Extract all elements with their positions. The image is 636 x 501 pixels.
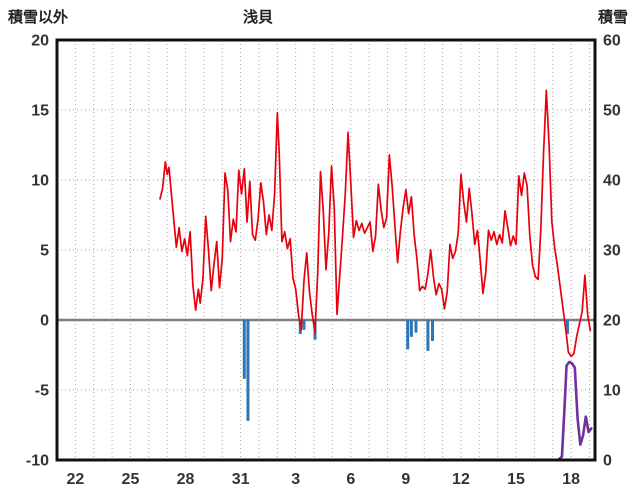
x-axis-tick-label: 9 bbox=[401, 471, 410, 488]
x-axis-tick-label: 31 bbox=[232, 471, 250, 488]
left-axis-title: 積雪以外 bbox=[8, 9, 69, 26]
x-axis-tick-label: 3 bbox=[291, 471, 300, 488]
right-axis-tick-label: 10 bbox=[603, 383, 621, 400]
left-axis-tick-label: 5 bbox=[40, 243, 49, 260]
precipitation-bar bbox=[426, 320, 430, 351]
snow-depth-line bbox=[158, 360, 593, 462]
x-axis-tick-label: 22 bbox=[66, 471, 84, 488]
series-precipitation-bars bbox=[242, 320, 569, 421]
right-axis-tick-label: 60 bbox=[603, 33, 621, 50]
right-axis-tick-label: 50 bbox=[603, 103, 621, 120]
precipitation-bar bbox=[565, 320, 569, 334]
precipitation-bar bbox=[302, 320, 306, 330]
x-axis-tick-label: 28 bbox=[177, 471, 195, 488]
left-axis-tick-label: -5 bbox=[35, 383, 49, 400]
left-axis-tick-label: 20 bbox=[31, 33, 49, 50]
precipitation-bar bbox=[406, 320, 410, 350]
x-axis-tick-label: 12 bbox=[452, 471, 470, 488]
x-axis-tick-label: 25 bbox=[122, 471, 140, 488]
precipitation-bar bbox=[430, 320, 434, 341]
right-axis-tick-label: 40 bbox=[603, 173, 621, 190]
precipitation-bar bbox=[246, 320, 250, 421]
precipitation-bar bbox=[414, 320, 418, 333]
precipitation-bar bbox=[409, 320, 413, 337]
left-axis-tick-label: 0 bbox=[40, 313, 49, 330]
grid-layer bbox=[56, 40, 595, 460]
x-axis-tick-label: 18 bbox=[562, 471, 580, 488]
left-axis-tick-label: 15 bbox=[31, 103, 49, 120]
x-axis-tick-label: 15 bbox=[507, 471, 525, 488]
plot-border bbox=[55, 38, 597, 462]
temperature-line bbox=[159, 89, 592, 358]
precipitation-bar bbox=[242, 320, 246, 379]
right-axis-title: 積雪 bbox=[597, 9, 628, 26]
chart-title: 浅貝 bbox=[242, 9, 274, 26]
left-axis-tick-label: -10 bbox=[26, 453, 49, 470]
x-axis-tick-label: 6 bbox=[346, 471, 355, 488]
right-axis-tick-label: 0 bbox=[603, 453, 612, 470]
right-axis-tick-label: 20 bbox=[603, 313, 621, 330]
right-axis-tick-label: 30 bbox=[603, 243, 621, 260]
left-axis-tick-label: 10 bbox=[31, 173, 49, 190]
